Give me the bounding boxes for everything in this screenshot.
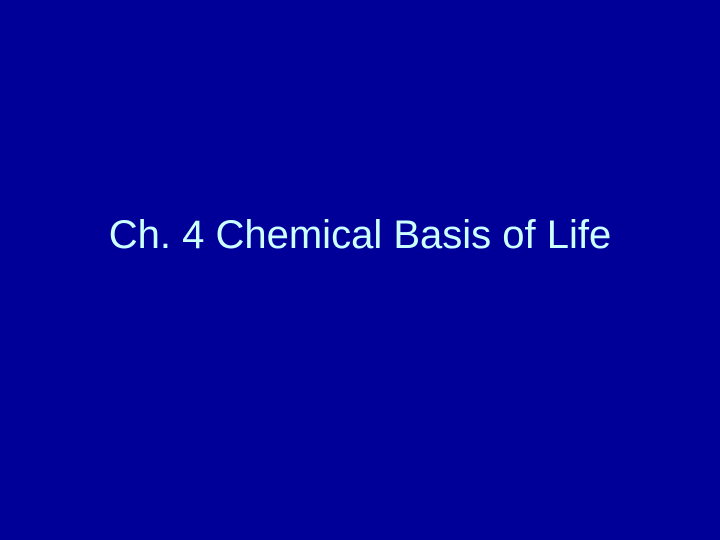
slide-title: Ch. 4 Chemical Basis of Life	[109, 213, 611, 258]
